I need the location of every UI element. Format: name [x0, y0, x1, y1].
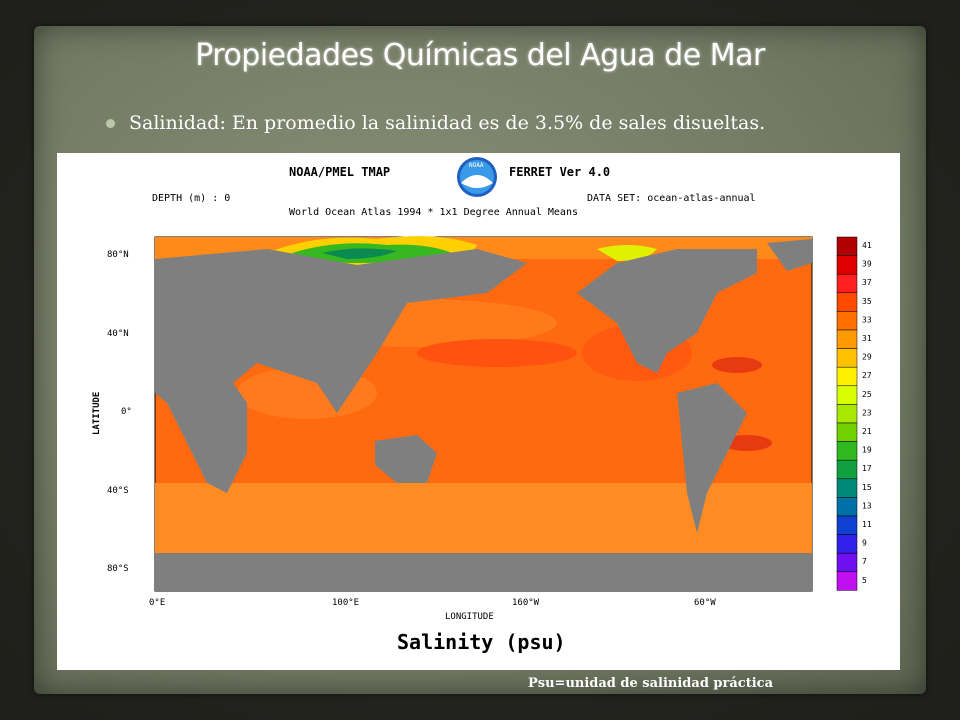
colorbar-swatch — [836, 459, 858, 480]
colorbar-swatch — [836, 422, 858, 442]
colorbar-label: 15 — [862, 483, 872, 492]
colorbar-swatch — [836, 366, 858, 387]
colorbar-label: 19 — [862, 446, 872, 455]
lon-tick-label: 60°W — [694, 598, 716, 608]
colorbar-label: 17 — [862, 464, 872, 473]
colorbar-swatch — [836, 311, 858, 331]
colorbar-swatch — [836, 255, 858, 275]
colorbar-label: 29 — [862, 353, 872, 362]
y-axis-label: LATITUDE — [92, 392, 102, 435]
colorbar-label: 13 — [862, 501, 872, 510]
lat-tick-label: 40°S — [107, 486, 129, 496]
dataset-label: DATA SET: ocean-atlas-annual — [587, 193, 756, 204]
colorbar-swatch — [836, 515, 858, 535]
colorbar-label: 31 — [862, 334, 872, 343]
colorbar-swatch — [836, 441, 858, 461]
bullet-dot-icon — [106, 118, 115, 128]
noaa-logo-icon: NOAA — [457, 157, 497, 197]
figure-header-left: NOAA/PMEL TMAP — [289, 165, 390, 179]
colorbar-swatch — [836, 534, 858, 554]
colorbar-legend: 41 39 37 35 33 31 29 27 25 23 21 19 17 15 13 11 9 7 5 — [836, 236, 872, 591]
colorbar-label: 33 — [862, 315, 872, 324]
map-plot-area — [154, 236, 813, 592]
bullet-item: Salinidad: En promedio la salinidad es d… — [106, 108, 906, 138]
colorbar-swatch — [836, 236, 858, 256]
lon-tick-label: 100°E — [332, 598, 359, 608]
latitude-ticks: 80°N 40°N 0° 40°S 80°S — [107, 250, 132, 574]
colorbar-label: 41 — [862, 241, 872, 250]
colorbar-label: 37 — [862, 278, 872, 287]
colorbar-swatch — [836, 292, 858, 312]
footnote: Psu=unidad de salinidad práctica — [528, 676, 773, 691]
longitude-ticks: 0°E 100°E 160°W 60°W — [149, 598, 716, 608]
lat-tick-label: 40°N — [107, 329, 129, 339]
colorbar-swatch — [836, 404, 858, 424]
figure-subtitle: World Ocean Atlas 1994 * 1x1 Degree Annu… — [289, 207, 578, 218]
colorbar-label: 35 — [862, 297, 872, 306]
colorbar-label: 11 — [862, 520, 872, 529]
lat-tick-label: 0° — [121, 407, 132, 417]
colorbar-swatch — [836, 478, 858, 498]
bullet-text: Salinidad: En promedio la salinidad es d… — [129, 112, 766, 134]
colorbar-label: 25 — [862, 390, 872, 399]
colorbar-swatch — [836, 571, 858, 591]
slide-title: Propiedades Químicas del Agua de Mar — [195, 38, 765, 73]
lon-tick-label: 0°E — [149, 598, 165, 608]
colorbar-label: 9 — [862, 539, 867, 548]
colorbar-swatch — [836, 497, 858, 517]
lon-tick-label: 160°W — [512, 598, 540, 608]
figure-header-right: FERRET Ver 4.0 — [509, 165, 610, 179]
colorbar-label: 23 — [862, 408, 872, 417]
x-axis-label: LONGITUDE — [445, 612, 494, 622]
colorbar-label: 21 — [862, 427, 872, 436]
colorbar-swatch — [836, 348, 858, 368]
logo-text: NOAA — [469, 162, 484, 169]
lat-tick-label: 80°S — [107, 564, 129, 574]
colorbar-label: 27 — [862, 371, 872, 380]
depth-label: DEPTH (m) : 0 — [152, 193, 230, 204]
colorbar-swatch — [836, 552, 858, 573]
colorbar-swatch — [836, 273, 858, 294]
colorbar-swatch — [836, 329, 858, 349]
colorbar-label: 5 — [862, 576, 867, 585]
salinity-map-figure: NOAA/PMEL TMAP NOAA FERRET Ver 4.0 DEPTH… — [57, 153, 900, 670]
colorbar-swatch — [836, 385, 858, 405]
figure-caption: Salinity (psu) — [397, 630, 566, 654]
colorbar-label: 7 — [862, 557, 867, 566]
colorbar-label: 39 — [862, 260, 872, 269]
lat-tick-label: 80°N — [107, 250, 129, 260]
